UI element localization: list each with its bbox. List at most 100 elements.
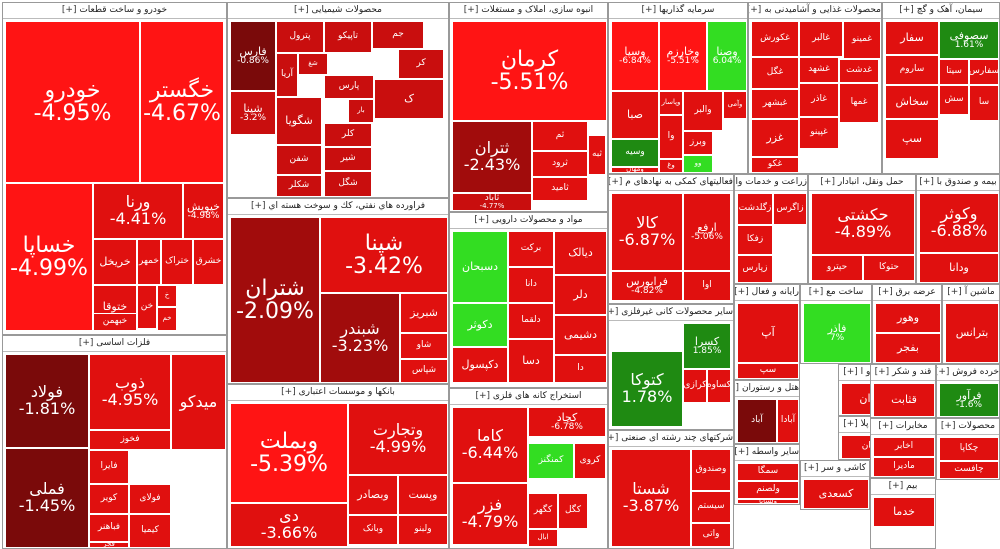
stock-tile[interactable]: کگل: [558, 493, 588, 529]
stock-tile[interactable]: شغ: [298, 53, 328, 75]
sector-header[interactable]: محصولات شیمیایی [+]: [228, 3, 448, 19]
stock-tile[interactable]: ختراک: [161, 239, 193, 285]
sector-header[interactable]: مواد و محصولات دارویی [+]: [450, 213, 607, 229]
expand-button[interactable]: [+]: [463, 5, 482, 15]
sector-header[interactable]: زراعت و خدمات وا [+]: [735, 175, 807, 191]
stock-tile[interactable]: ثتران -2.43%: [452, 121, 532, 193]
stock-tile[interactable]: برکت: [508, 231, 554, 267]
stock-tile[interactable]: شیر: [324, 147, 372, 171]
stock-tile[interactable]: ومهان: [611, 167, 659, 173]
stock-tile[interactable]: شکلر: [276, 175, 322, 197]
stock-tile[interactable]: شفن: [276, 145, 322, 175]
stock-tile[interactable]: دکوثر: [452, 303, 508, 347]
sector-header[interactable]: عرضه برق [+]: [873, 285, 941, 301]
stock-tile[interactable]: میدکو: [171, 354, 226, 450]
stock-tile[interactable]: شگویا: [276, 97, 322, 145]
stock-tile[interactable]: غدشت: [839, 59, 879, 83]
stock-tile[interactable]: سفارس: [969, 59, 999, 85]
stock-tile[interactable]: ولبنو: [398, 515, 448, 545]
expand-button[interactable]: [+]: [947, 287, 965, 297]
stock-tile[interactable]: بار: [348, 99, 374, 123]
stock-tile[interactable]: خریخل: [93, 239, 137, 285]
stock-tile[interactable]: کالا -6.87%: [611, 193, 683, 271]
stock-tile[interactable]: دشیمی: [554, 315, 607, 355]
stock-tile[interactable]: ثامید: [532, 177, 588, 201]
expand-button[interactable]: [+]: [803, 463, 822, 473]
stock-tile[interactable]: شستا -3.87%: [611, 449, 691, 547]
stock-tile[interactable]: وپاسار: [659, 91, 683, 115]
stock-tile[interactable]: وسیه: [611, 139, 659, 167]
stock-tile[interactable]: وصنا 6.04%: [707, 21, 747, 91]
sector-header[interactable]: قند و شکر [+]: [871, 365, 935, 381]
sector-header[interactable]: سرمایه گذاریها [+]: [609, 3, 747, 19]
stock-tile[interactable]: ثاباد -4.77%: [452, 193, 532, 211]
expand-button[interactable]: [+]: [609, 433, 619, 443]
stock-tile[interactable]: ابال: [528, 529, 558, 547]
stock-tile[interactable]: کساوه: [707, 369, 731, 403]
sector-header[interactable]: سیمان، آهک و گچ [+]: [883, 3, 999, 19]
stock-tile[interactable]: ولساپا: [737, 499, 799, 504]
stock-tile[interactable]: دی -3.66%: [230, 503, 348, 547]
stock-tile[interactable]: وو: [683, 155, 713, 173]
stock-tile[interactable]: ودانا: [919, 253, 999, 283]
stock-tile[interactable]: ذوب -4.95%: [89, 354, 171, 430]
expand-button[interactable]: [+]: [735, 287, 752, 297]
sector-header[interactable]: سایر واسطه [+]: [735, 445, 799, 461]
stock-tile[interactable]: دسا: [508, 339, 554, 383]
stock-tile[interactable]: چکاپا: [939, 437, 999, 461]
stock-tile[interactable]: شتران -2.09%: [230, 217, 320, 383]
stock-tile[interactable]: فایرا: [89, 450, 129, 484]
stock-tile[interactable]: خگستر -4.67%: [140, 21, 224, 183]
stock-tile[interactable]: ثبه: [588, 135, 606, 175]
stock-tile[interactable]: بفجر: [875, 333, 941, 363]
expand-button[interactable]: [+]: [940, 421, 959, 431]
stock-tile[interactable]: وغ: [659, 159, 683, 173]
sector-header[interactable]: انبوه سازی، املاک و مستغلات [+]: [450, 3, 607, 19]
stock-tile[interactable]: والبر: [683, 91, 723, 131]
expand-button[interactable]: [+]: [874, 367, 893, 377]
stock-tile[interactable]: فاذر 7%: [803, 303, 871, 363]
sector-header[interactable]: سایر محصولات کانی غیرفلزی [+]: [609, 305, 733, 321]
stock-tile[interactable]: وصندوق: [691, 449, 731, 491]
expand-button[interactable]: [+]: [878, 287, 896, 297]
stock-tile[interactable]: فرآور -1.6%: [939, 383, 999, 417]
stock-tile[interactable]: خبهمن: [93, 313, 137, 331]
expand-button[interactable]: [+]: [820, 177, 838, 187]
stock-tile[interactable]: ساروم: [885, 55, 939, 85]
expand-button[interactable]: [+]: [937, 367, 950, 377]
sector-header[interactable]: شرکتهای چند رشته ای صنعتی [+]: [609, 431, 733, 447]
stock-tile[interactable]: کر: [398, 49, 444, 79]
stock-tile[interactable]: فولاد -1.81%: [5, 354, 89, 448]
sector-header[interactable]: هتل و رستوران [+]: [735, 381, 799, 397]
stock-tile[interactable]: ولصنم: [737, 481, 799, 499]
sector-header[interactable]: رایانه و فعال [+]: [735, 285, 799, 301]
stock-tile[interactable]: حتوکا: [863, 255, 915, 281]
sector-header[interactable]: فلزات اساسی [+]: [3, 336, 226, 352]
expand-button[interactable]: [+]: [609, 177, 626, 187]
stock-tile[interactable]: آباد: [737, 399, 777, 443]
stock-tile[interactable]: خودرو -4.95%: [5, 21, 140, 183]
stock-tile[interactable]: غالبر: [799, 21, 843, 57]
stock-tile[interactable]: زپارس: [737, 255, 773, 283]
stock-tile[interactable]: غکو: [751, 157, 799, 173]
stock-tile[interactable]: حکشتی -4.89%: [811, 193, 915, 255]
stock-tile[interactable]: وبانک: [348, 515, 398, 545]
stock-tile[interactable]: قثابت: [873, 383, 935, 417]
stock-tile[interactable]: کگهر: [528, 493, 558, 529]
stock-tile[interactable]: شپاس: [400, 359, 448, 383]
stock-tile[interactable]: خن: [137, 285, 157, 329]
sector-header[interactable]: فعالیتهای کمکی به نهادهای م [+]: [609, 175, 733, 191]
stock-tile[interactable]: زاگرس: [773, 193, 807, 225]
stock-tile[interactable]: اوا: [683, 271, 731, 301]
expand-button[interactable]: [+]: [808, 287, 827, 297]
stock-tile[interactable]: ورنا -4.41%: [93, 183, 183, 239]
stock-tile[interactable]: غبشهر: [751, 89, 799, 119]
stock-tile[interactable]: فرابورس -4.82%: [611, 271, 683, 301]
stock-tile[interactable]: فملی -1.45%: [5, 448, 89, 548]
stock-tile[interactable]: سپ: [737, 363, 799, 379]
sector-header[interactable]: حمل ونقل، انبادار [+]: [809, 175, 915, 191]
stock-tile[interactable]: شپنا -3.42%: [320, 217, 448, 293]
stock-tile[interactable]: فجر: [89, 542, 129, 548]
stock-tile[interactable]: کویر: [89, 484, 129, 514]
stock-tile[interactable]: فارس -0.86%: [230, 21, 276, 91]
